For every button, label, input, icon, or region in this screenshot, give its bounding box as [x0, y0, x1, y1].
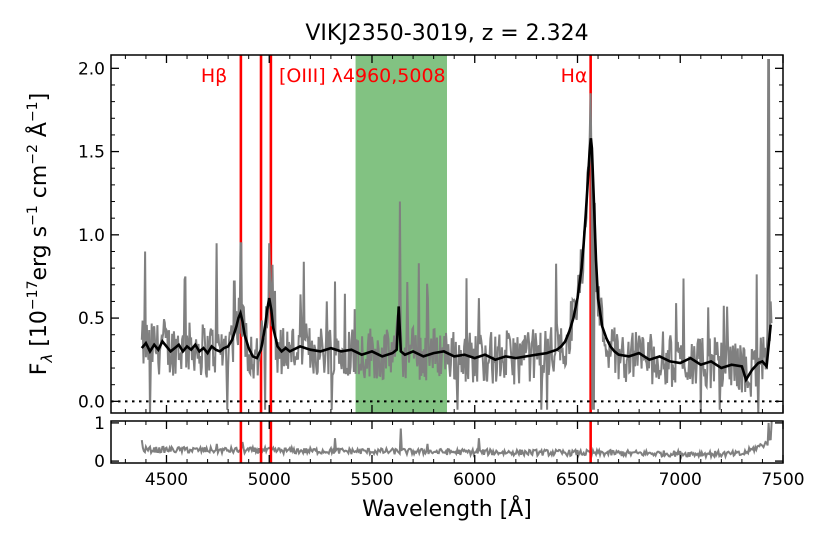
- x-tick-label: 6000: [453, 470, 496, 490]
- main-axes-frame: [110, 54, 784, 414]
- x-tick-label: 5000: [248, 470, 291, 490]
- y-tick-label: 1.5: [78, 143, 105, 163]
- y-axis-label: Fλ [10−17erg s−1 cm−2 Å−1]: [25, 93, 56, 375]
- main-panel: [111, 55, 783, 413]
- emission-line-labels: Hβ [OIII] λ4960,5008 Hα: [201, 65, 588, 87]
- chart-title: VIKJ2350-3019, z = 2.324: [305, 21, 588, 46]
- emission-line-label: Hβ: [201, 65, 227, 87]
- y-tick-label: 0.5: [78, 309, 105, 329]
- observed-flux-series: [140, 59, 773, 413]
- smoothed-flux-series: [140, 138, 772, 383]
- x-tick-label: 4500: [145, 470, 188, 490]
- x-tick-label: 7500: [761, 470, 804, 490]
- x-tick-label: 7000: [659, 470, 702, 490]
- emission-line-label: Hα: [561, 65, 588, 87]
- x-tick-label: 6500: [556, 470, 599, 490]
- lower-axes-frame: [110, 420, 784, 464]
- emission-line-label: [OIII] λ4960,5008: [279, 65, 446, 87]
- lower-panel: [140, 421, 773, 463]
- lower-y-tick-label: 1: [94, 414, 105, 434]
- y-tick-label: 2.0: [78, 59, 105, 79]
- tick-labels: 4500 5000 5500 6000 6500 7000 7500 0.0 0.5 1.0 1.5…: [78, 59, 805, 490]
- noise-series: [140, 421, 773, 461]
- lower-y-tick-label: 0: [94, 452, 105, 472]
- x-axis-label: Wavelength [Å]: [362, 495, 532, 522]
- y-tick-label: 1.0: [78, 226, 105, 246]
- y-tick-label: 0.0: [78, 392, 105, 412]
- axis-ticks: [111, 55, 784, 463]
- x-tick-label: 5500: [350, 470, 393, 490]
